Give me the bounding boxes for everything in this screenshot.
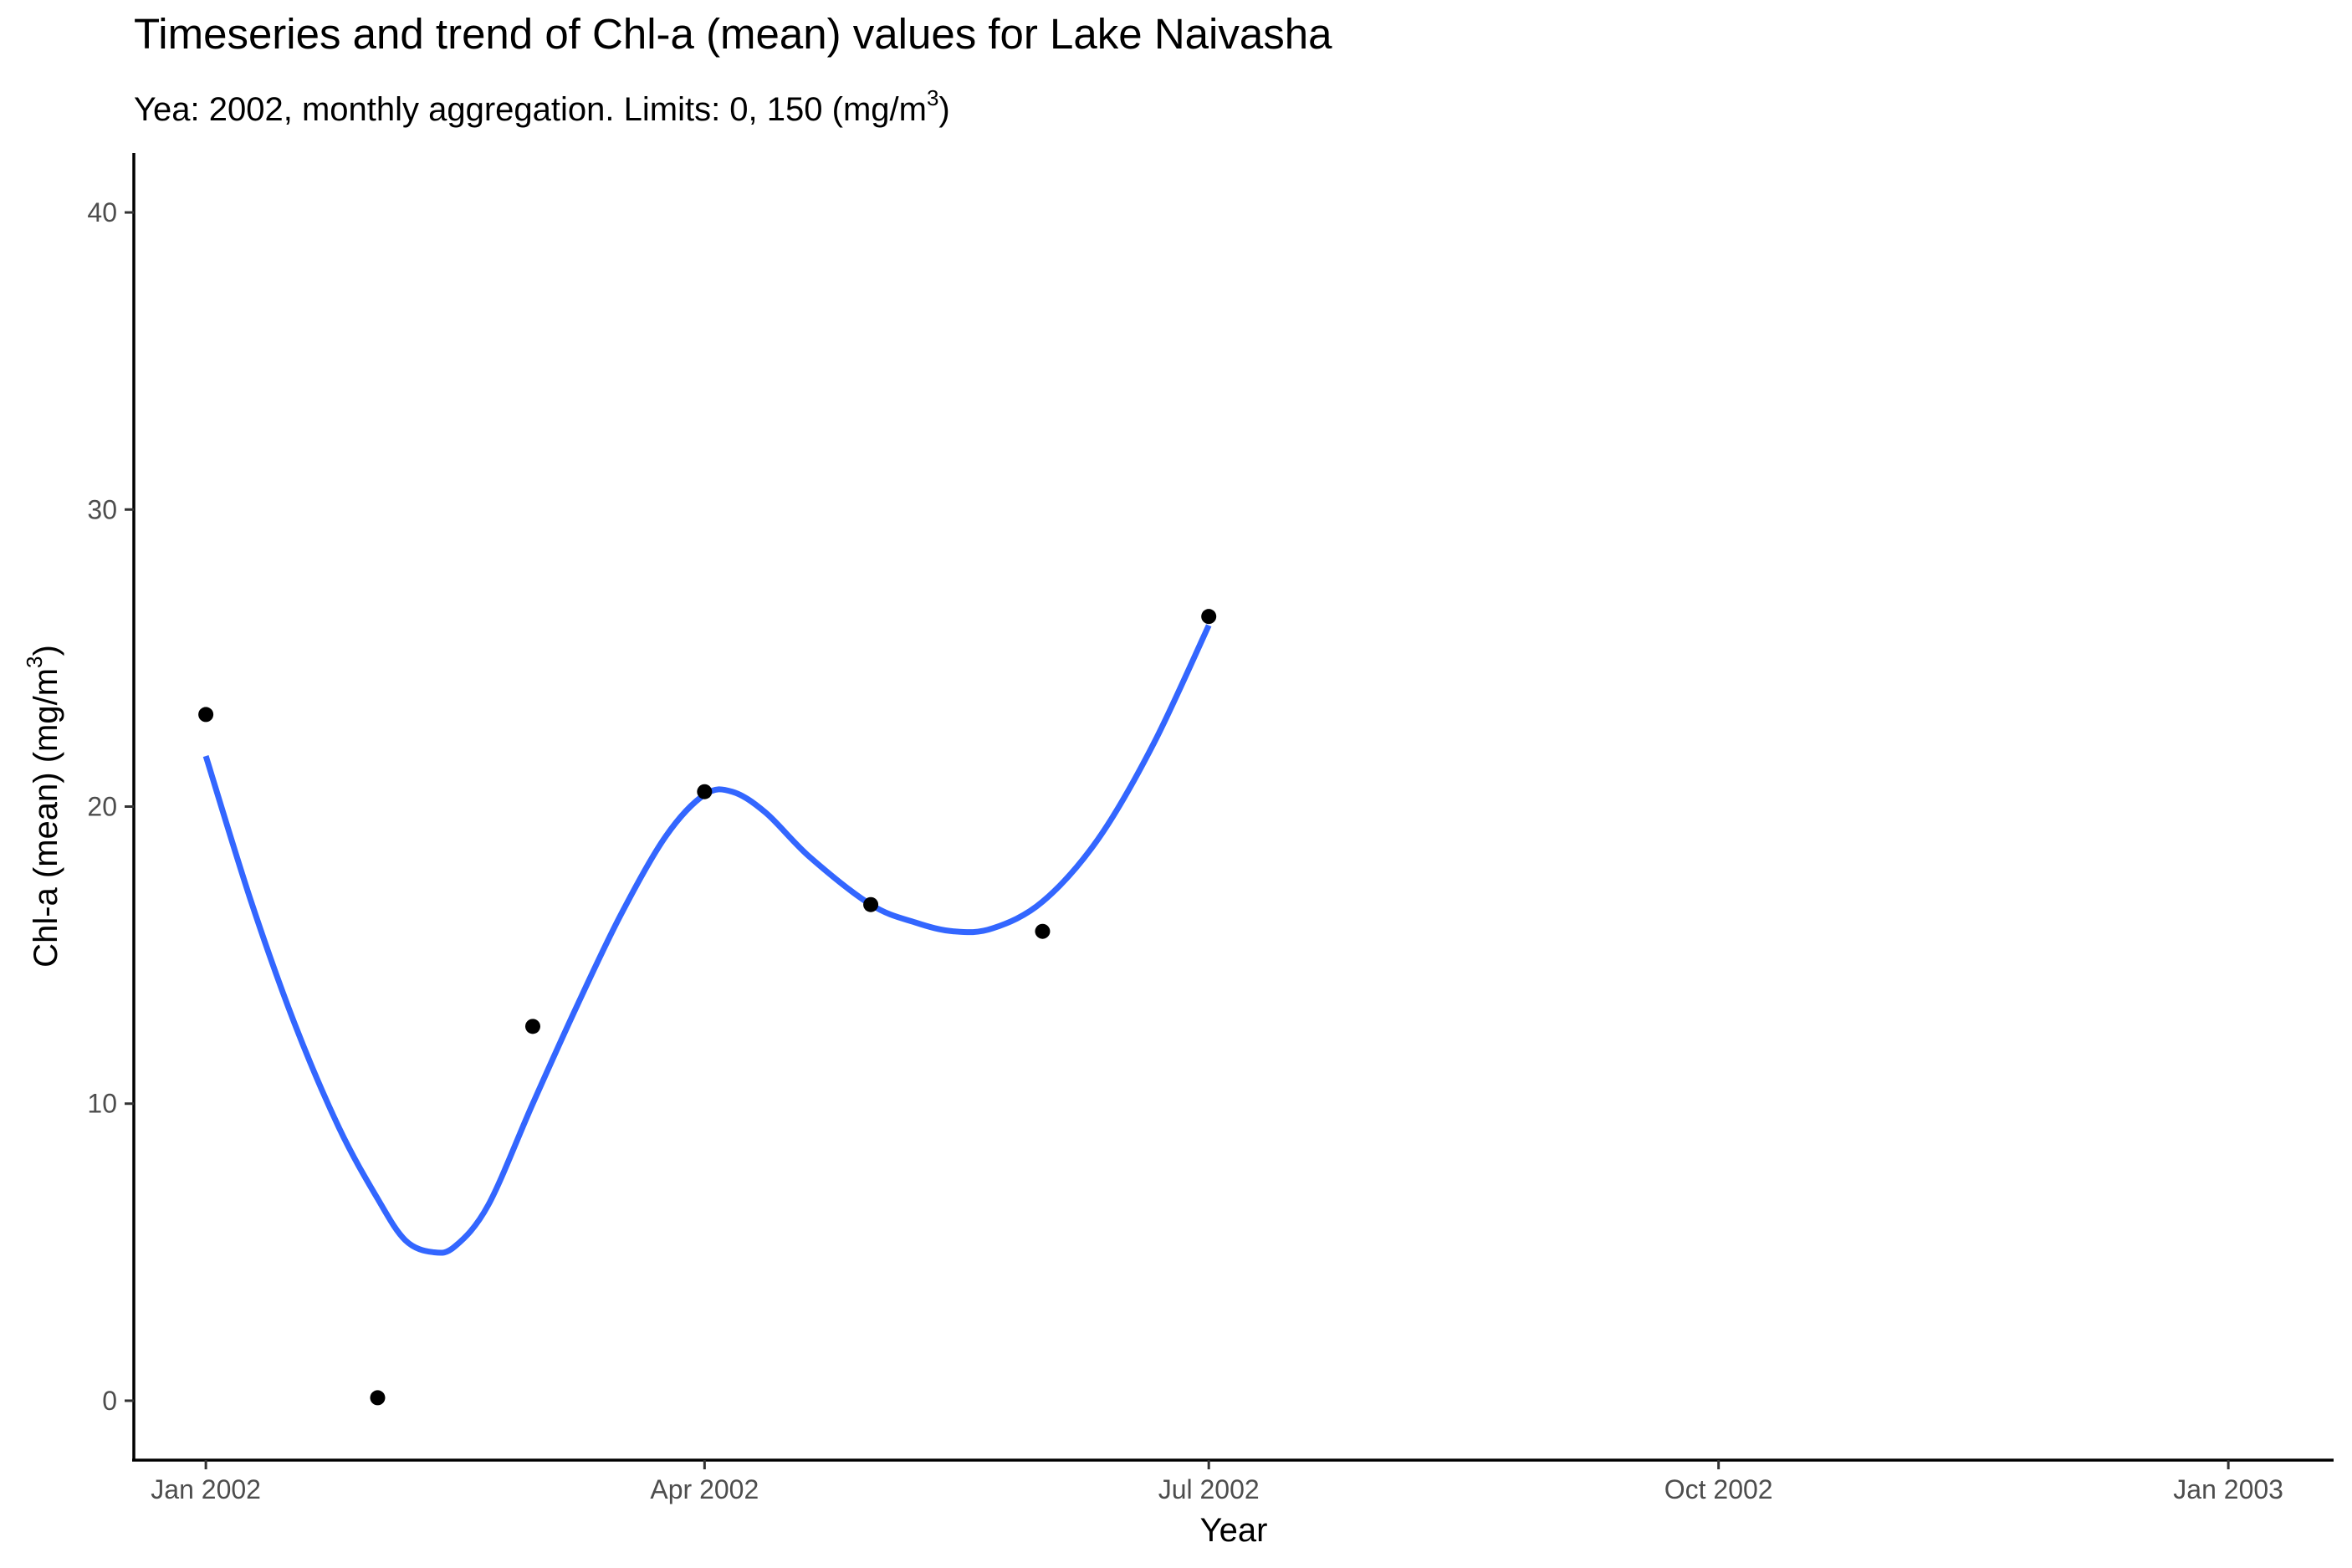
y-tick-label: 20 [87,792,117,822]
plot-area [198,609,1217,1406]
data-point [1035,923,1051,939]
x-tick-label: Oct 2002 [1664,1474,1773,1504]
x-tick-label: Apr 2002 [650,1474,759,1504]
x-axis-title: Year [1200,1512,1268,1549]
data-point [198,707,214,723]
data-point [863,896,879,912]
data-point [1201,609,1217,625]
y-tick-label: 40 [87,197,117,227]
chart-title: Timeseries and trend of Chl-a (mean) val… [134,10,1332,58]
data-point [697,784,713,799]
x-axis: Jan 2002 Apr 2002 Jul 2002 Oct 2002 Jan 2003 [151,1460,2283,1504]
chart-subtitle: Yea: 2002, monthly aggregation. Limits: … [134,85,950,128]
trend-line [202,624,1212,1256]
data-point [370,1390,386,1406]
y-tick-label: 0 [102,1386,117,1416]
x-tick-label: Jan 2003 [2173,1474,2283,1504]
x-tick-label: Jan 2002 [151,1474,261,1504]
y-tick-label: 10 [87,1089,117,1119]
y-axis: 0 10 20 30 40 [87,197,134,1416]
data-point [524,1019,540,1034]
x-tick-label: Jul 2002 [1158,1474,1260,1504]
y-tick-label: 30 [87,494,117,524]
y-axis-title: Chl-a (mean) (mg/m3) [22,645,64,968]
